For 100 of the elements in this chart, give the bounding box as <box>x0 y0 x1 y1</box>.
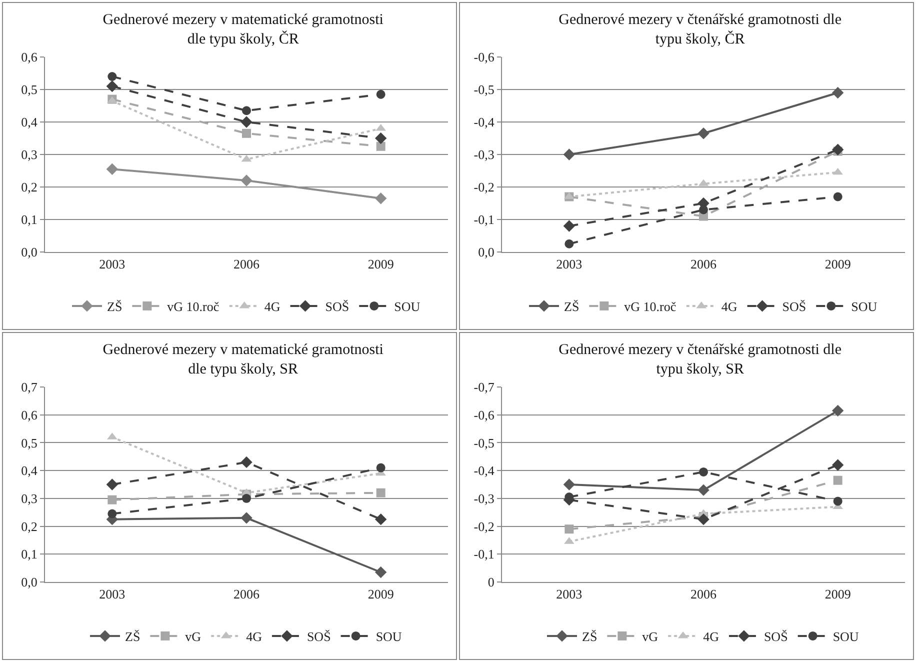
y-tick-label: 0,7 <box>21 380 38 395</box>
y-tick-label: -0,1 <box>474 212 494 228</box>
y-tick-label: -0,6 <box>474 50 495 65</box>
y-tick-label: -0,4 <box>474 114 495 130</box>
x-tick-label: 2003 <box>556 256 582 272</box>
point <box>564 524 574 534</box>
point <box>106 163 118 175</box>
point <box>698 128 710 140</box>
point <box>833 476 842 485</box>
legend-label: vG 10.roč <box>624 299 676 314</box>
x-tick-label: 2009 <box>368 586 394 602</box>
point <box>106 478 118 490</box>
chart-title: Gednerové mezery v čtenářské gramotnosti dle typu školy, ČR <box>558 12 842 48</box>
point <box>106 80 118 92</box>
legend-label: vG <box>642 629 658 644</box>
x-tick-label: 2006 <box>690 586 717 602</box>
point <box>833 192 842 202</box>
legend-label: SOŠ <box>764 629 788 644</box>
x-tick-label: 2006 <box>690 256 717 272</box>
point <box>242 128 251 138</box>
point <box>242 106 251 116</box>
point <box>564 239 574 248</box>
legend-label: 4G <box>703 629 719 644</box>
point <box>832 459 844 471</box>
point <box>832 144 844 156</box>
point <box>833 496 842 506</box>
point <box>374 513 387 526</box>
y-tick-label: -0,2 <box>474 180 494 195</box>
legend-label: SOŠ <box>782 299 806 314</box>
legend-label: ZŠ <box>125 629 140 644</box>
y-tick-label: 0,5 <box>21 435 38 450</box>
point <box>376 488 386 498</box>
legend-label: SOU <box>376 629 402 644</box>
legend-label: SOU <box>832 629 860 644</box>
point <box>832 86 844 99</box>
y-tick-label: 0,3 <box>21 147 38 162</box>
legend-label: SOU <box>394 299 421 314</box>
x-tick-label: 2009 <box>824 586 851 602</box>
point <box>376 90 386 99</box>
y-tick-label: 0 <box>488 574 494 590</box>
y-tick-label: -0,4 <box>474 463 495 478</box>
y-tick-label: -0,7 <box>474 380 495 395</box>
point <box>242 494 251 503</box>
y-tick-label: -0,5 <box>474 82 494 98</box>
x-tick-label: 2003 <box>99 256 126 272</box>
legend-label: vG 10.roč <box>167 299 220 314</box>
legend-label: 4G <box>264 299 280 314</box>
legend-label: SOU <box>851 299 878 314</box>
point <box>374 132 387 144</box>
legend-label: 4G <box>721 299 738 314</box>
y-tick-label: 0,4 <box>21 463 38 478</box>
point <box>374 192 387 204</box>
chart-title: Gednerové mezery v čtenářské gramotnosti dle typu školy, SR <box>558 342 842 378</box>
y-tick-label: -0,5 <box>474 435 494 450</box>
point <box>563 148 576 160</box>
x-tick-label: 2003 <box>556 586 582 602</box>
legend-label: SOŠ <box>325 299 350 314</box>
point <box>374 566 387 578</box>
y-tick-label: 0,1 <box>21 546 38 562</box>
point <box>108 509 117 518</box>
legend-label: ZŠ <box>564 299 580 314</box>
y-tick-label: 0,5 <box>21 82 38 98</box>
x-tick-label: 2003 <box>99 586 126 602</box>
y-tick-label: 0,4 <box>21 114 38 130</box>
chart-title: Gednerové mezery v matematické gramotnosti dle typu školy, SR <box>102 342 384 378</box>
legend-label: SOŠ <box>306 629 331 644</box>
point <box>563 220 576 232</box>
x-tick-label: 2009 <box>824 256 851 272</box>
y-tick-label: 0,0 <box>21 244 38 260</box>
y-tick-label: 0,6 <box>21 407 38 422</box>
legend-label: ZŠ <box>582 629 598 644</box>
point <box>832 404 844 417</box>
point <box>240 512 252 524</box>
point <box>376 463 386 472</box>
y-tick-label: -0,2 <box>474 518 494 534</box>
point <box>240 456 252 468</box>
point <box>699 467 708 476</box>
y-tick-label: 0,2 <box>21 180 38 195</box>
x-tick-label: 2009 <box>368 256 394 272</box>
point <box>563 478 576 490</box>
point <box>108 495 117 504</box>
y-tick-label: 0,2 <box>21 518 38 534</box>
legend-label: vG <box>185 629 202 644</box>
point <box>698 484 710 496</box>
y-tick-label: 0,3 <box>21 490 38 506</box>
point <box>240 116 252 128</box>
point <box>240 174 252 186</box>
x-tick-label: 2006 <box>234 586 260 602</box>
y-tick-label: 0,0 <box>21 574 38 590</box>
point <box>699 205 708 214</box>
y-tick-label: -0,3 <box>474 490 494 506</box>
x-tick-label: 2006 <box>234 256 260 272</box>
legend-label: 4G <box>246 629 262 644</box>
point <box>698 513 710 526</box>
y-tick-label: 0,1 <box>21 212 38 228</box>
point <box>108 72 117 81</box>
y-tick-label: -0,6 <box>474 407 495 422</box>
y-tick-label: -0,3 <box>474 147 494 162</box>
y-tick-label: 0,6 <box>21 50 38 65</box>
chart-title: Gednerové mezery v matematické gramotnosti dle typu školy, ČR <box>102 12 384 48</box>
